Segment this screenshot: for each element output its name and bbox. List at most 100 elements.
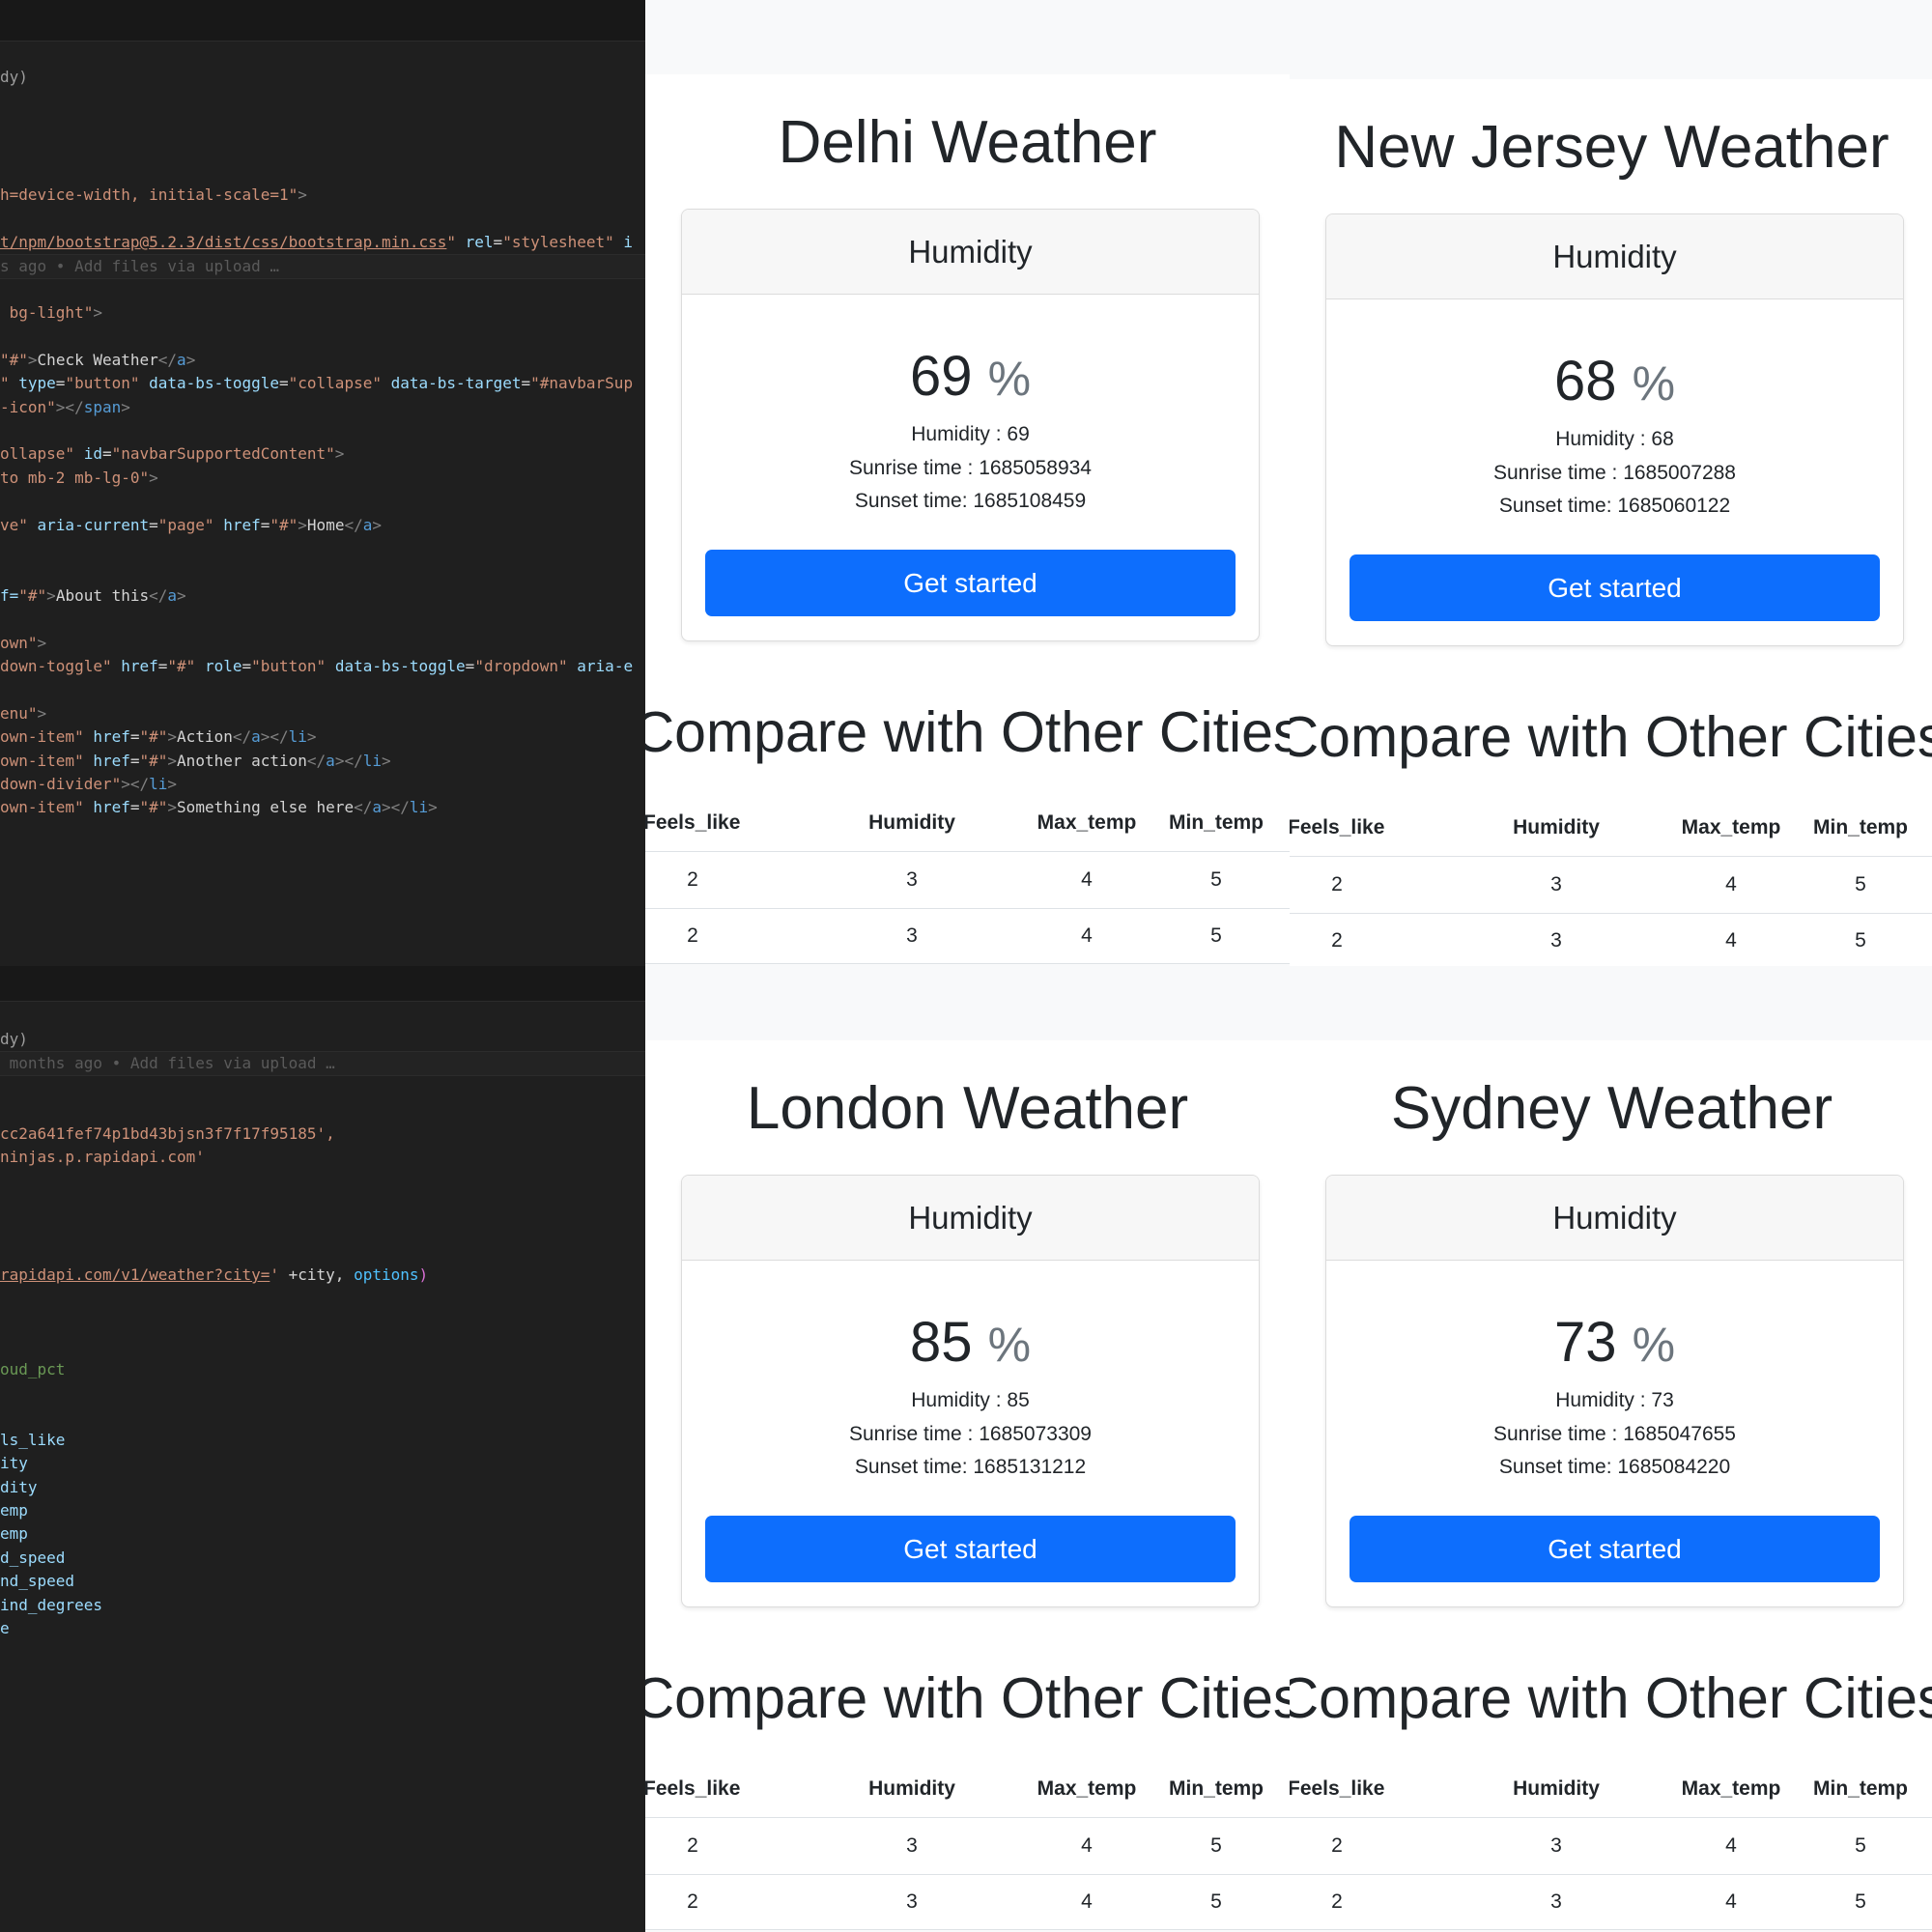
code-token: "stylesheet" bbox=[502, 232, 624, 251]
code-line: emp bbox=[0, 1499, 645, 1522]
code-line: dity bbox=[0, 1476, 645, 1499]
table-cell: 2 bbox=[1331, 929, 1343, 952]
compare-heading: Compare with Other Cities bbox=[645, 700, 1290, 764]
code-line: cc2a641fef74p1bd43bjsn3f7f17f95185', bbox=[0, 1122, 645, 1146]
table-header-humidity: Humidity bbox=[868, 811, 955, 834]
code-token: href bbox=[93, 751, 130, 770]
code-token: a bbox=[372, 798, 382, 817]
sunrise-line: Sunrise time : 1685047655 bbox=[1492, 1423, 1736, 1445]
code-token: enu" bbox=[0, 703, 38, 723]
code-token: a bbox=[167, 585, 178, 605]
humidity-value: 68 % bbox=[1326, 346, 1903, 419]
code-token: > bbox=[37, 633, 47, 652]
get-started-button[interactable]: Get started bbox=[1350, 1516, 1880, 1582]
code-token: = bbox=[129, 798, 140, 817]
table-header-max_temp: Max_temp bbox=[1037, 1777, 1137, 1800]
code-token: own" bbox=[0, 633, 38, 652]
table-cell: 3 bbox=[906, 924, 918, 947]
table-header-min_temp: Min_temp bbox=[1812, 816, 1909, 838]
get-started-button[interactable]: Get started bbox=[1350, 554, 1880, 621]
code-line: to mb-2 mb-lg-0"> bbox=[0, 467, 645, 490]
code-token: > bbox=[149, 468, 158, 487]
code-token: > bbox=[167, 798, 178, 817]
card-header: Humidity bbox=[1326, 1176, 1903, 1261]
sunset-line: Sunset time: 1685131212 bbox=[854, 1456, 1087, 1478]
code-token: id bbox=[83, 444, 102, 464]
code-token: "page" bbox=[157, 515, 224, 534]
code-token: > bbox=[334, 444, 345, 464]
code-token: own-item" bbox=[0, 751, 94, 770]
code-token: dity bbox=[0, 1477, 38, 1496]
compare-heading: Compare with Other Cities bbox=[645, 1666, 1290, 1730]
table-header-feels_like: Feels_like bbox=[1290, 816, 1385, 838]
code-token: = bbox=[129, 727, 140, 747]
table-cell: 5 bbox=[1855, 873, 1866, 895]
table-header-feels_like: Feels_like bbox=[645, 811, 741, 834]
table-cell: 2 bbox=[687, 924, 698, 947]
code-token: ></ bbox=[121, 775, 150, 793]
code-token: data-bs-target bbox=[390, 374, 522, 393]
code-line: dy) bbox=[0, 1028, 645, 1051]
table-cell: 2 bbox=[1331, 1890, 1343, 1913]
code-token: > bbox=[185, 350, 196, 369]
weather-panel-new-jersey-weather: New Jersey Weather Humidity 68 % Humidity :… bbox=[1290, 5, 1932, 971]
code-editor-bottom[interactable]: dy) months ago • Add files via upload … c… bbox=[0, 966, 645, 1932]
page-title: London Weather bbox=[746, 1075, 1189, 1142]
code-token: " bbox=[446, 232, 466, 251]
get-started-button[interactable]: Get started bbox=[705, 550, 1236, 616]
weather-panel-london-weather: London Weather Humidity 85 % Humidity : 85 S… bbox=[645, 966, 1290, 1932]
code-line: ve" aria-current="page" href="#">Home</a… bbox=[0, 514, 645, 537]
humidity-value: 73 % bbox=[1326, 1307, 1903, 1380]
table-divider bbox=[645, 908, 1290, 909]
table-cell: 2 bbox=[687, 868, 698, 891]
sunrise-line: Sunrise time : 1685007288 bbox=[1492, 462, 1736, 484]
code-token: ' bbox=[270, 1265, 289, 1284]
code-token: Something else here bbox=[177, 798, 355, 817]
code-token: a bbox=[362, 515, 373, 534]
humidity-card: Humidity 68 % Humidity : 68 Sunrise time : … bbox=[1325, 213, 1904, 646]
code-token: ninjas.p.rapidapi.com' bbox=[0, 1148, 205, 1166]
code-token: down-toggle" bbox=[0, 657, 122, 675]
code-token: ></ bbox=[260, 727, 289, 747]
table-divider bbox=[645, 1817, 1290, 1818]
code-token: type bbox=[18, 374, 56, 393]
code-token: to mb-2 mb-lg-0" bbox=[0, 468, 150, 487]
code-token: About this bbox=[55, 585, 150, 605]
page-title: Sydney Weather bbox=[1390, 1075, 1833, 1142]
card-header: Humidity bbox=[682, 1176, 1259, 1261]
code-line: nd_speed bbox=[0, 1570, 645, 1593]
code-line: ind_degrees bbox=[0, 1594, 645, 1617]
humidity-line: Humidity : 85 bbox=[911, 1389, 1030, 1411]
table-divider bbox=[645, 1929, 1290, 1930]
code-token: f= bbox=[0, 585, 19, 605]
table-divider bbox=[645, 851, 1290, 852]
code-token: </ bbox=[157, 350, 178, 369]
code-token: aria-e bbox=[577, 657, 634, 675]
table-cell: 2 bbox=[687, 1890, 698, 1913]
code-line: dy) bbox=[0, 66, 645, 89]
card-header: Humidity bbox=[1326, 214, 1903, 299]
code-token: e bbox=[0, 1619, 10, 1637]
sunset-line: Sunset time: 1685108459 bbox=[854, 490, 1087, 512]
code-token: "#" bbox=[139, 751, 168, 770]
code-token: ) bbox=[418, 1265, 429, 1284]
code-token: li bbox=[362, 751, 382, 770]
code-editor-top[interactable]: dy) h=device-width, initial-scale=1"> t/np… bbox=[0, 0, 645, 966]
code-token: -icon" bbox=[0, 397, 56, 416]
code-line: d_speed bbox=[0, 1547, 645, 1570]
code-line: f="#">About this</a> bbox=[0, 584, 645, 608]
humidity-card: Humidity 69 % Humidity : 69 Sunrise time : … bbox=[681, 209, 1260, 641]
code-token: emp bbox=[0, 1501, 28, 1520]
code-line: enu"> bbox=[0, 702, 645, 725]
code-token: > bbox=[298, 185, 307, 204]
table-cell: 5 bbox=[1855, 929, 1866, 952]
table-header-max_temp: Max_temp bbox=[1681, 1777, 1781, 1800]
humidity-card: Humidity 85 % Humidity : 85 Sunrise time : … bbox=[681, 1175, 1260, 1607]
page-title: New Jersey Weather bbox=[1334, 114, 1889, 181]
code-token: Another action bbox=[177, 751, 307, 770]
git-blame-annotation: s ago • Add files via upload … bbox=[0, 254, 645, 280]
table-cell: 4 bbox=[1081, 1890, 1093, 1913]
get-started-button[interactable]: Get started bbox=[705, 1516, 1236, 1582]
code-token: "#navbarSup bbox=[530, 374, 634, 393]
git-blame-annotation: months ago • Add files via upload … bbox=[0, 1051, 645, 1077]
